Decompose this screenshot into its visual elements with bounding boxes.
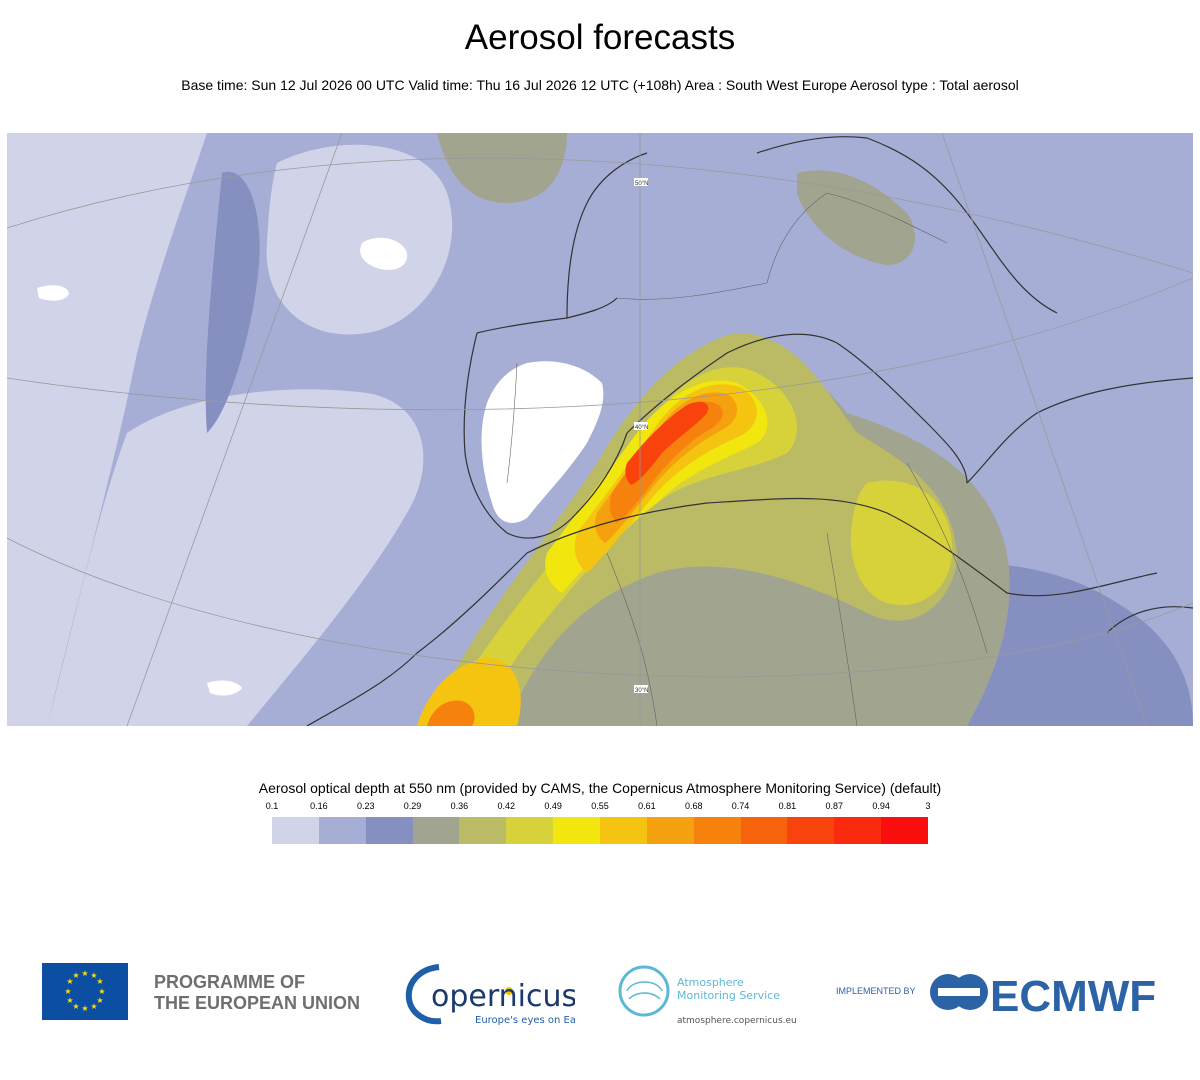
legend-color-9 bbox=[693, 817, 741, 844]
legend-tick-label: 0.36 bbox=[450, 801, 469, 811]
copernicus-name: opernicus bbox=[431, 979, 575, 1014]
legend-color-8 bbox=[646, 817, 694, 844]
legend-tick-label: 0.42 bbox=[497, 801, 516, 811]
svg-text:★: ★ bbox=[64, 987, 71, 996]
legend-colorbar bbox=[272, 817, 929, 844]
page-title: Aerosol forecasts bbox=[464, 18, 736, 57]
graticule bbox=[7, 133, 1193, 726]
footer-logos: ★ ★ ★ ★ ★ ★ ★ ★ ★ ★ ★ ★ PROGRAMME OF THE EUROPEA… bbox=[0, 955, 1200, 1030]
svg-text:★: ★ bbox=[96, 977, 103, 986]
cams-line-2: Monitoring Service bbox=[677, 989, 780, 1002]
mid-aod-band bbox=[205, 171, 260, 433]
aerosol-map: 50°N 40°N 30°N bbox=[7, 133, 1193, 726]
svg-text:★: ★ bbox=[96, 996, 103, 1005]
eu-programme-text: PROGRAMME OF THE EUROPEAN UNION bbox=[154, 972, 360, 1014]
olive-alps bbox=[797, 170, 916, 265]
legend-tick-label: 0.49 bbox=[544, 801, 562, 811]
ecmwf-logo: ECMWF bbox=[928, 967, 1163, 1021]
legend-color-7 bbox=[600, 817, 647, 844]
dust-red bbox=[625, 401, 709, 485]
legend-tick-label: 0.94 bbox=[872, 801, 890, 811]
svg-text:★: ★ bbox=[66, 977, 73, 986]
low-aod-west bbox=[7, 133, 207, 726]
legend-title: Aerosol optical depth at 550 nm (provide… bbox=[258, 780, 942, 796]
svg-text:★: ★ bbox=[72, 971, 79, 980]
svg-text:★: ★ bbox=[72, 1002, 79, 1011]
legend-tick-label: 0.74 bbox=[731, 801, 750, 811]
graticule-labels: 50°N 40°N 30°N bbox=[634, 178, 648, 694]
legend-color-11 bbox=[787, 817, 835, 844]
country-borders bbox=[506, 192, 988, 726]
legend-color-13 bbox=[881, 817, 929, 844]
cams-line-1: Atmosphere bbox=[677, 976, 744, 989]
legend-color-10 bbox=[740, 817, 788, 844]
copernicus-tagline: Europe's eyes on Earth bbox=[475, 1015, 575, 1026]
legend-tick-label: 0.23 bbox=[356, 801, 375, 811]
ecmwf-name: ECMWF bbox=[990, 972, 1156, 1017]
iberia-land bbox=[481, 361, 604, 523]
svg-text:★: ★ bbox=[98, 987, 105, 996]
legend-tick-label: 0.87 bbox=[825, 801, 844, 811]
low-aod-atlantic bbox=[47, 389, 424, 726]
forecast-info: Base time: Sun 12 Jul 2026 00 UTC Valid … bbox=[181, 77, 1019, 93]
svg-text:★: ★ bbox=[81, 969, 88, 978]
svg-text:★: ★ bbox=[90, 971, 97, 980]
dust-deep-orange bbox=[609, 401, 723, 523]
dust-southwest-core bbox=[427, 700, 475, 726]
legend-color-1 bbox=[318, 817, 366, 844]
cams-url: atmosphere.copernicus.eu bbox=[677, 1016, 797, 1026]
legend-color-5 bbox=[506, 817, 554, 844]
programme-line-1: PROGRAMME OF bbox=[154, 972, 305, 992]
svg-text:★: ★ bbox=[66, 996, 73, 1005]
programme-line-2: THE EUROPEAN UNION bbox=[154, 993, 361, 1013]
legend-tick-label: 0.55 bbox=[591, 801, 609, 811]
map-canvas: 50°N 40°N 30°N bbox=[7, 133, 1193, 726]
coastlines bbox=[306, 136, 1193, 726]
legend-color-12 bbox=[834, 817, 882, 844]
legend-color-0 bbox=[272, 817, 319, 844]
legend-color-2 bbox=[365, 817, 413, 844]
legend-color-4 bbox=[459, 817, 507, 844]
legend-color-3 bbox=[412, 817, 460, 844]
olive-north bbox=[437, 133, 567, 203]
legend-tick-label: 0.1 bbox=[265, 801, 279, 811]
cams-logo: Atmosphere Monitoring Service atmosphere… bbox=[617, 961, 797, 1027]
legend-color-6 bbox=[553, 817, 601, 844]
svg-text:★: ★ bbox=[90, 1002, 97, 1011]
copernicus-logo: opernicus Europe's eyes on Earth bbox=[405, 961, 590, 1027]
legend-tick-label: 0.16 bbox=[310, 801, 328, 811]
lat-label-30: 30°N bbox=[635, 688, 648, 694]
lat-label-40: 40°N bbox=[635, 425, 648, 431]
dust-yellow-east bbox=[850, 480, 953, 605]
eu-flag-icon: ★ ★ ★ ★ ★ ★ ★ ★ ★ ★ ★ ★ bbox=[42, 963, 128, 1020]
dust-yellowgreen bbox=[427, 333, 957, 726]
legend-tick-label: 3 bbox=[925, 801, 931, 811]
svg-text:★: ★ bbox=[81, 1004, 88, 1013]
lat-label-50: 50°N bbox=[635, 181, 648, 187]
legend-tick-label: 0.29 bbox=[403, 801, 422, 811]
legend-tick-label: 0.68 bbox=[684, 801, 703, 811]
low-aod-north bbox=[266, 144, 453, 335]
legend-tick-label: 0.81 bbox=[778, 801, 797, 811]
legend-ticks: 0.1 0.16 0.23 0.29 0.36 0.42 0.49 0.55 0.61 0.68 0… bbox=[266, 801, 931, 815]
north-cloud bbox=[360, 237, 408, 270]
implemented-by-label: IMPLEMENTED BY bbox=[836, 986, 916, 996]
legend-tick-label: 0.61 bbox=[638, 801, 656, 811]
